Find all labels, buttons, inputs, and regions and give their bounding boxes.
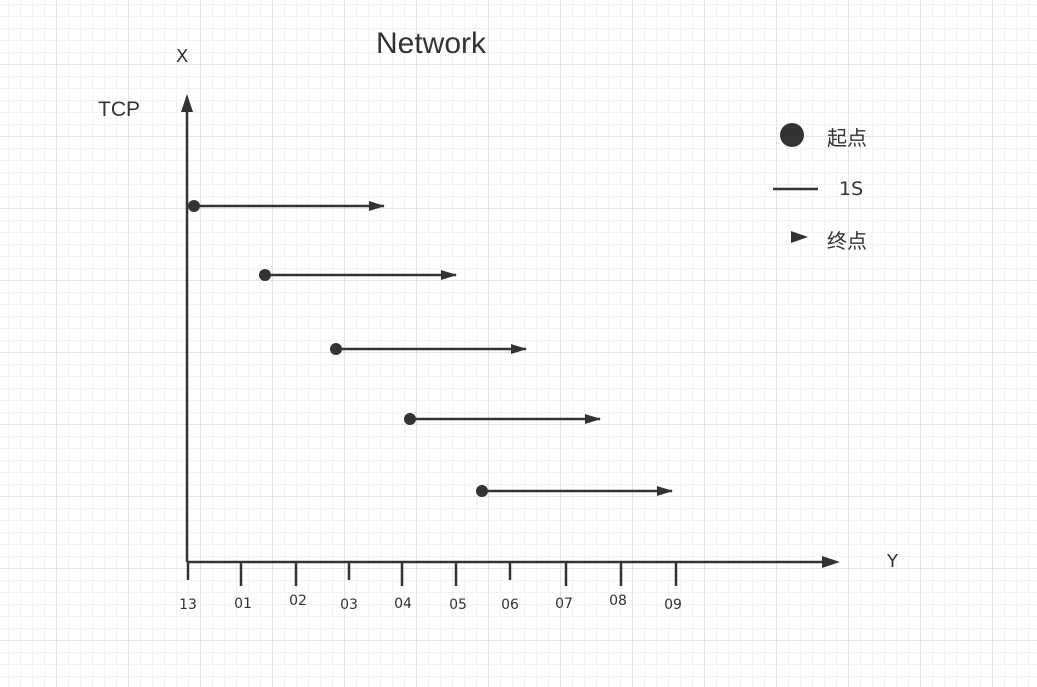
legend-start-point-icon [780,123,804,147]
connection-timeline-4 [404,413,601,425]
start-point [404,413,416,425]
tick-label: 06 [501,597,519,613]
start-point [476,485,488,497]
tick-label: 03 [340,597,358,613]
x-axis-label: X [176,46,189,67]
y-axis-arrowhead [822,556,840,568]
connection-timeline-2 [259,269,457,281]
legend-end-label: 终点 [827,229,867,253]
start-point [330,343,342,355]
tick-label: 08 [609,593,627,609]
connection-timeline-1 [188,200,385,212]
protocol-label: TCP [98,98,140,121]
start-point [188,200,200,212]
start-point [259,269,271,281]
connection-timeline-3 [330,343,527,355]
tick-label: 09 [664,597,682,613]
diagram-title: Network [376,27,487,60]
tick-label: 07 [555,596,573,612]
tick-label: 02 [289,593,307,609]
tick-label: 13 [179,597,197,613]
connection-timeline-5 [476,485,673,497]
y-axis-label: Y [887,551,898,572]
x-axis-arrowhead [181,94,193,112]
legend-duration-label: 1S [839,178,864,200]
tick-label: 01 [234,596,252,612]
tick-label: 05 [449,597,467,613]
legend-end-arrow-icon [791,231,808,243]
tick-label: 04 [394,596,412,612]
legend-start-label: 起点 [827,126,867,150]
